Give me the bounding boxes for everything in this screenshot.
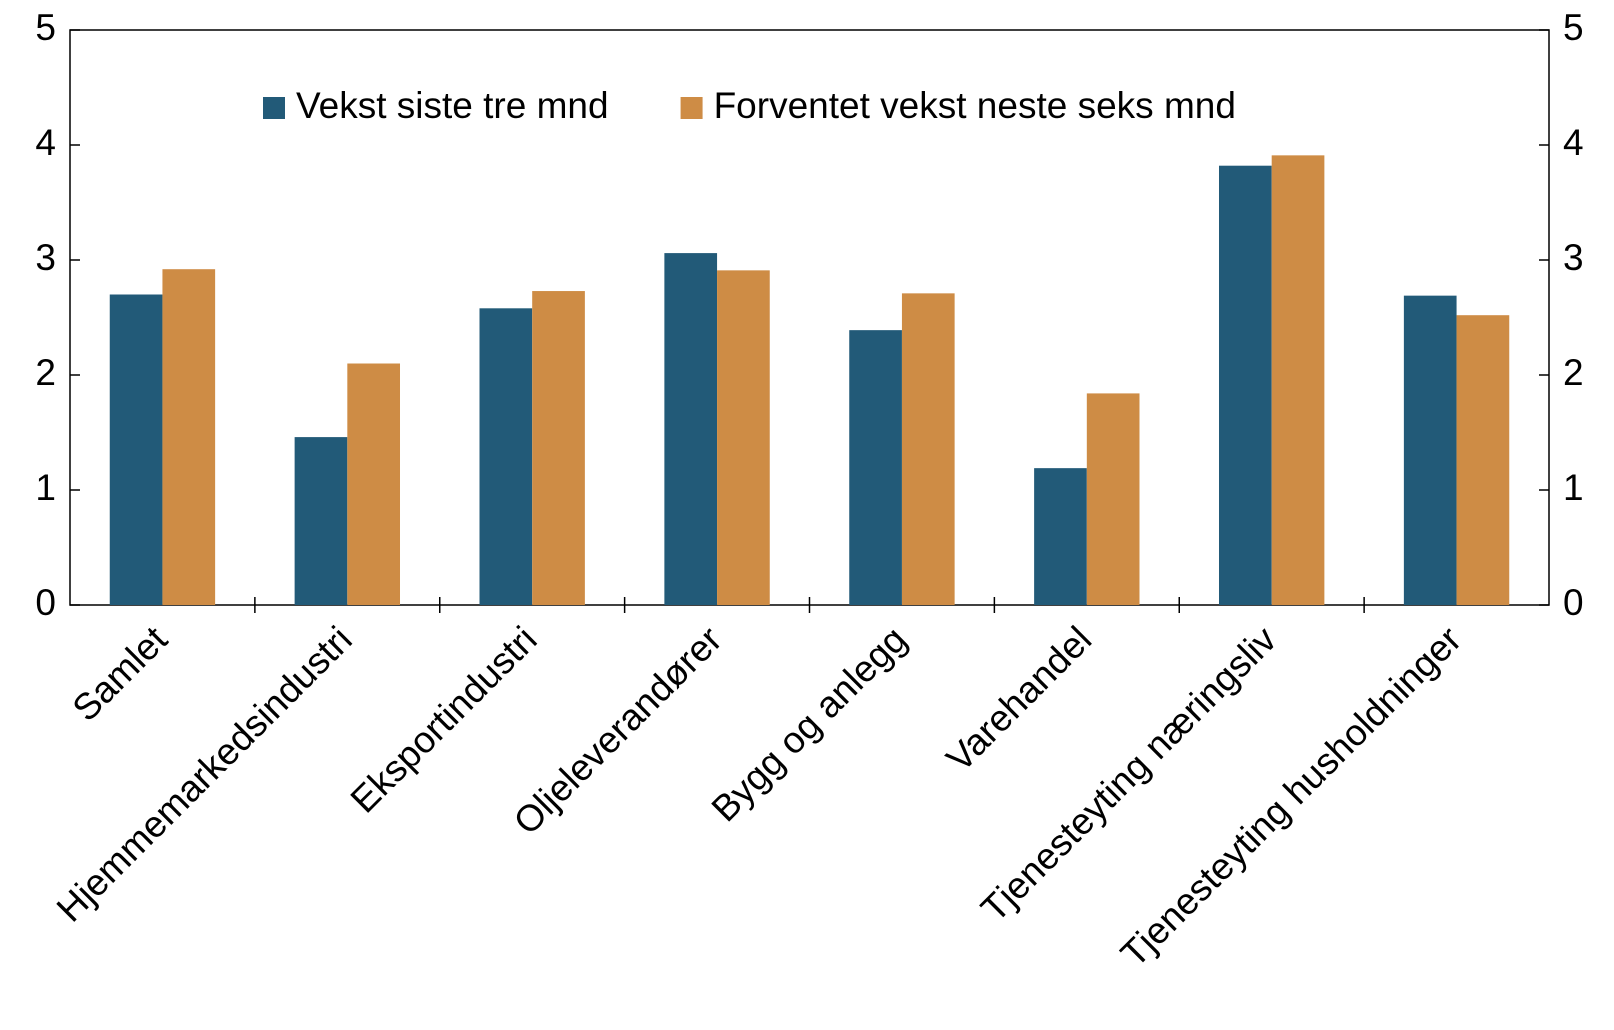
legend-label: Forventet vekst neste seks mnd [714,85,1236,126]
x-tick-label: Eksportindustri [343,619,545,821]
legend-label: Vekst siste tre mnd [296,85,609,126]
bar [109,294,163,605]
x-tick-label: Hjemmemarkedsindustri [49,619,360,930]
x-tick-label: Samlet [65,618,176,729]
legend-swatch [263,97,285,119]
bar [1271,155,1325,605]
bar [1086,393,1140,605]
y2-tick-label: 4 [1563,122,1584,163]
y-tick-label: 5 [35,7,56,48]
y-tick-label: 4 [35,122,56,163]
bar [1218,165,1272,605]
bar [717,270,770,605]
legend-swatch [680,97,703,119]
bar [1034,468,1087,605]
bar [849,330,902,605]
x-tick-label: Tjenesteyting husholdninger [1113,619,1469,975]
x-tick-label: Tjenesteyting næringsliv [973,618,1284,929]
bar [479,308,533,605]
y2-tick-label: 0 [1563,582,1584,623]
y2-tick-label: 5 [1563,7,1584,48]
y-tick-label: 1 [35,467,56,508]
y-tick-label: 2 [35,352,56,393]
bar [664,253,718,605]
y2-tick-label: 1 [1563,467,1584,508]
bar [901,293,955,605]
bar [162,269,216,605]
bar [1403,295,1457,605]
x-tick-label: Bygg og anlegg [704,619,915,830]
bar [347,363,401,605]
y-tick-label: 3 [35,237,56,278]
y-tick-label: 0 [35,582,56,623]
bar [294,437,348,605]
bar [1456,315,1510,605]
y2-tick-label: 3 [1563,237,1584,278]
bar [532,291,585,605]
x-tick-label: Varehandel [938,619,1099,780]
y2-tick-label: 2 [1563,352,1584,393]
